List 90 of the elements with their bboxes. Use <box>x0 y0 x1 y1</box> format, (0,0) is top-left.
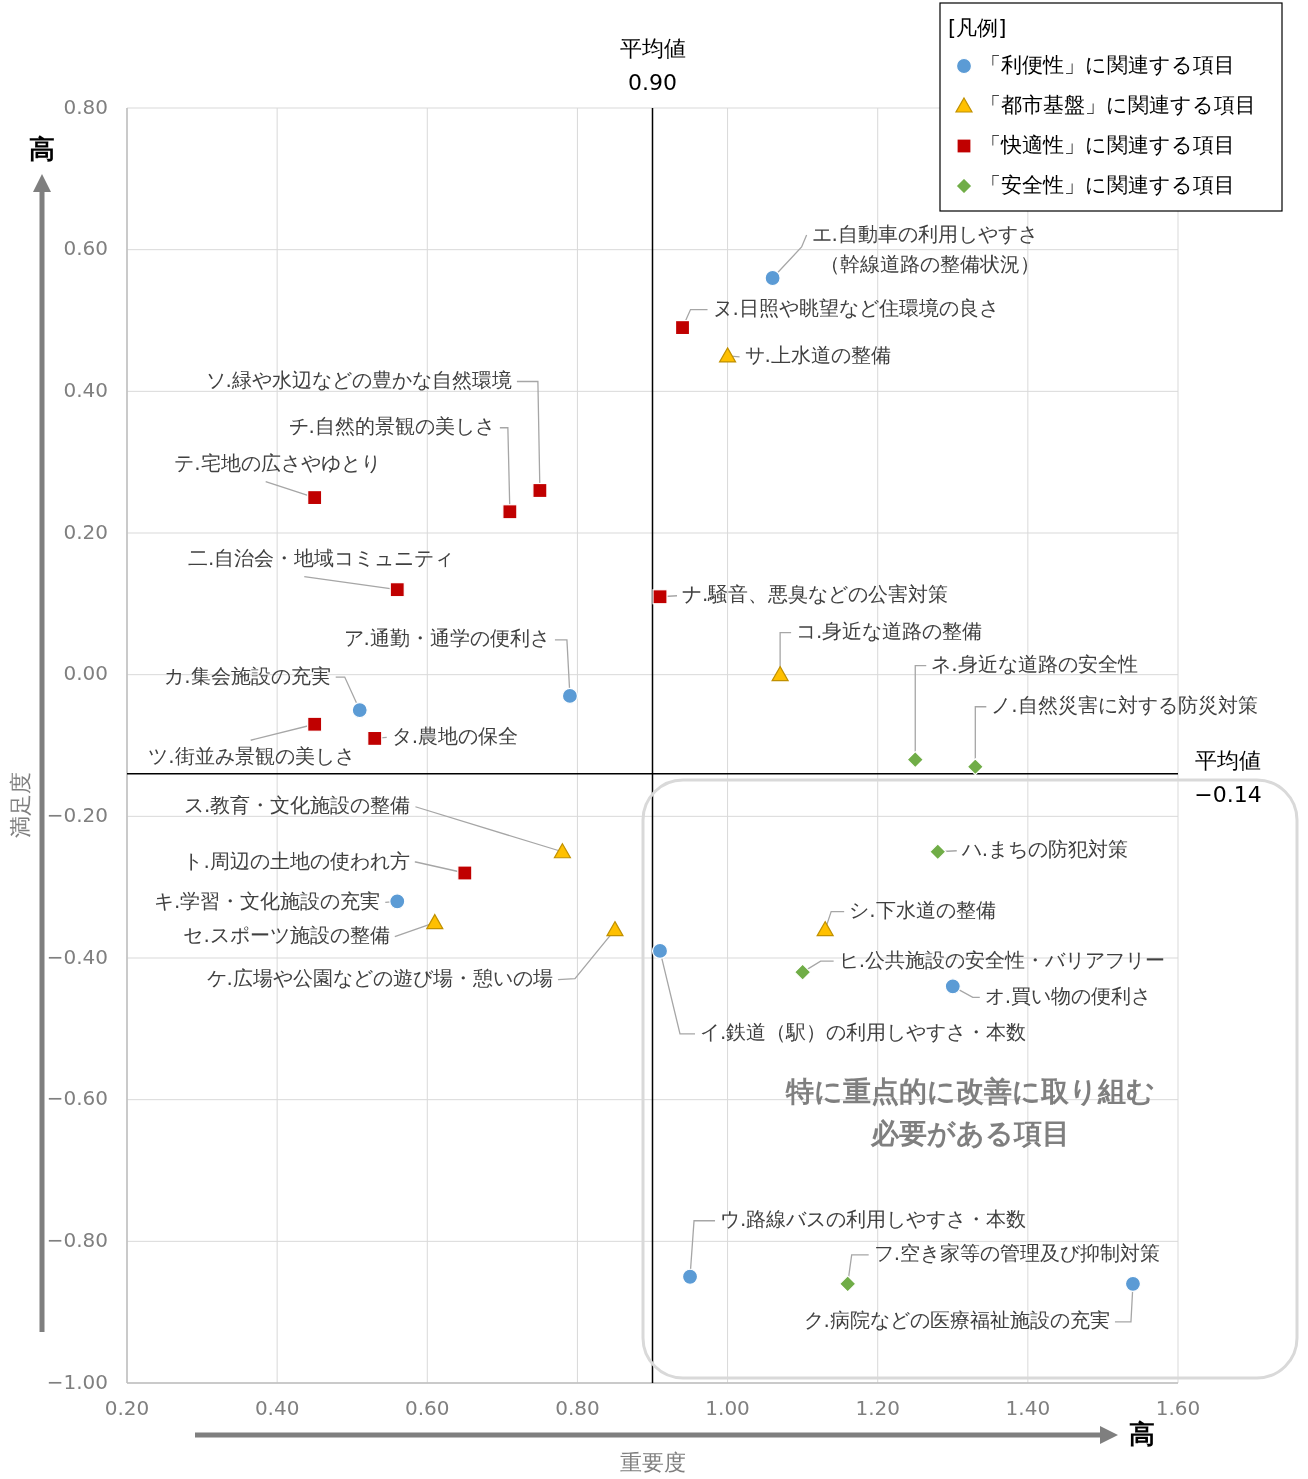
annotation: テ.宅地の広さやゆとり <box>174 451 381 476</box>
point <box>651 942 669 960</box>
point <box>681 1268 699 1285</box>
y-tick-label: −0.40 <box>46 944 108 969</box>
ref-line-label: 平均値 <box>1195 747 1261 773</box>
y-axis-title: 満足度 <box>8 772 33 838</box>
point <box>1124 1275 1142 1292</box>
annotation: チ.自然的景観の美しさ <box>288 414 495 439</box>
annotation: タ.農地の保全 <box>391 723 519 748</box>
annotation: ヒ.公共施設の安全性・バリアフリー <box>838 947 1165 972</box>
point <box>929 843 947 861</box>
y-tick-label: 0.40 <box>63 377 108 402</box>
x-tick-label: 1.60 <box>1155 1395 1201 1420</box>
annotation: キ.学習・文化施設の充実 <box>153 888 381 913</box>
point <box>351 701 368 719</box>
point <box>532 482 548 499</box>
annotation: カ.集会施設の充実 <box>164 663 331 688</box>
point <box>764 269 781 287</box>
text: 0.90 <box>628 70 677 95</box>
legend-label: 「安全性」に関連する項目 <box>980 173 1235 197</box>
point <box>561 687 579 705</box>
annotation: ト.周辺の土地の使われ方 <box>183 848 410 873</box>
text: 高 <box>29 133 55 164</box>
y-tick-label: 0.00 <box>63 661 108 686</box>
point <box>606 921 624 937</box>
legend-label: 「快適性」に関連する項目 <box>980 133 1235 157</box>
annotation: イ.鉄道（駅）の利用しやすさ・本数 <box>700 1020 1027 1045</box>
point <box>457 865 473 881</box>
legend-title: [凡例] <box>948 16 1007 40</box>
y-tick-label: 0.60 <box>63 236 108 261</box>
point <box>771 666 789 682</box>
annotation: ソ.緑や水辺などの豊かな自然環境 <box>205 368 512 392</box>
annotation: 二.自治会・地域コミュニティ <box>187 546 455 571</box>
point <box>718 347 737 363</box>
x-axis-title: 重要度 <box>619 1450 686 1475</box>
x-tick-label: 0.20 <box>104 1395 150 1420</box>
annotation: ウ.路線バスの利用しやすさ・本数 <box>720 1207 1027 1232</box>
annotation: 特に重点的に改善に取り組む <box>784 1075 1155 1108</box>
point <box>389 893 406 910</box>
legend-label: 「利便性」に関連する項目 <box>980 53 1235 77</box>
annotation: 必要がある項目 <box>869 1117 1070 1150</box>
ref-line-label: 平均値 <box>619 36 686 61</box>
annotation: ハ.まちの防犯対策 <box>960 837 1129 862</box>
annotation: コ.身近な道路の整備 <box>796 619 983 644</box>
point <box>944 978 961 995</box>
x-tick-label: 1.40 <box>1005 1395 1051 1420</box>
annotation: ノ.自然災害に対する防災対策 <box>991 693 1258 718</box>
text: 高 <box>1129 1418 1155 1449</box>
x-tick-label: 0.80 <box>555 1395 600 1420</box>
annotation: ネ.身近な道路の安全性 <box>931 652 1138 677</box>
x-tick-label: 1.00 <box>705 1395 750 1420</box>
annotation: サ.上水道の整備 <box>744 343 891 368</box>
y-tick-label: −0.60 <box>46 1086 108 1111</box>
annotation: （幹線道路の整備状況） <box>820 251 1040 276</box>
point <box>307 716 323 732</box>
annotation: ナ.騒音、悪臭などの公害対策 <box>682 582 949 607</box>
point <box>389 582 405 598</box>
annotation: フ.空き家等の管理及び抑制対策 <box>873 1241 1161 1266</box>
y-tick-label: −0.20 <box>46 802 108 827</box>
point <box>502 504 518 520</box>
point <box>426 913 444 930</box>
point <box>307 489 323 506</box>
y-tick-label: 0.20 <box>63 519 108 544</box>
y-tick-label: 0.80 <box>63 94 108 119</box>
point <box>966 758 984 776</box>
point <box>553 843 572 859</box>
annotation: ク.病院などの医療福祉施設の充実 <box>803 1308 1110 1333</box>
annotation: オ.買い物の便利さ <box>984 983 1152 1008</box>
x-tick-label: 1.20 <box>855 1395 900 1420</box>
x-tick-label: 0.60 <box>405 1395 450 1420</box>
annotation: ツ.街並み景観の美しさ <box>148 743 355 768</box>
annotation: セ.スポーツ施設の整備 <box>183 923 390 948</box>
annotation: ヌ.日照や眺望など住環境の良さ <box>712 296 999 321</box>
y-tick-label: −1.00 <box>46 1369 108 1394</box>
x-tick-label: 0.40 <box>254 1395 300 1420</box>
legend-label: 「都市基盤」に関連する項目 <box>980 93 1256 117</box>
annotation: ケ.広場や公園などの遊び場・憩いの場 <box>206 966 553 991</box>
y-tick-label: −0.80 <box>46 1227 108 1252</box>
text: −0.14 <box>1194 781 1262 807</box>
point <box>652 589 668 605</box>
annotation: エ.自動車の利用しやすさ <box>811 221 1038 246</box>
point <box>794 963 812 981</box>
annotation: ス.教育・文化施設の整備 <box>184 793 411 818</box>
point <box>816 921 834 937</box>
point <box>367 730 383 747</box>
annotation: ア.通勤・通学の便利さ <box>343 626 550 651</box>
point <box>674 319 691 336</box>
point <box>839 1275 857 1293</box>
point <box>906 751 924 769</box>
annotation: シ.下水道の整備 <box>849 898 996 923</box>
